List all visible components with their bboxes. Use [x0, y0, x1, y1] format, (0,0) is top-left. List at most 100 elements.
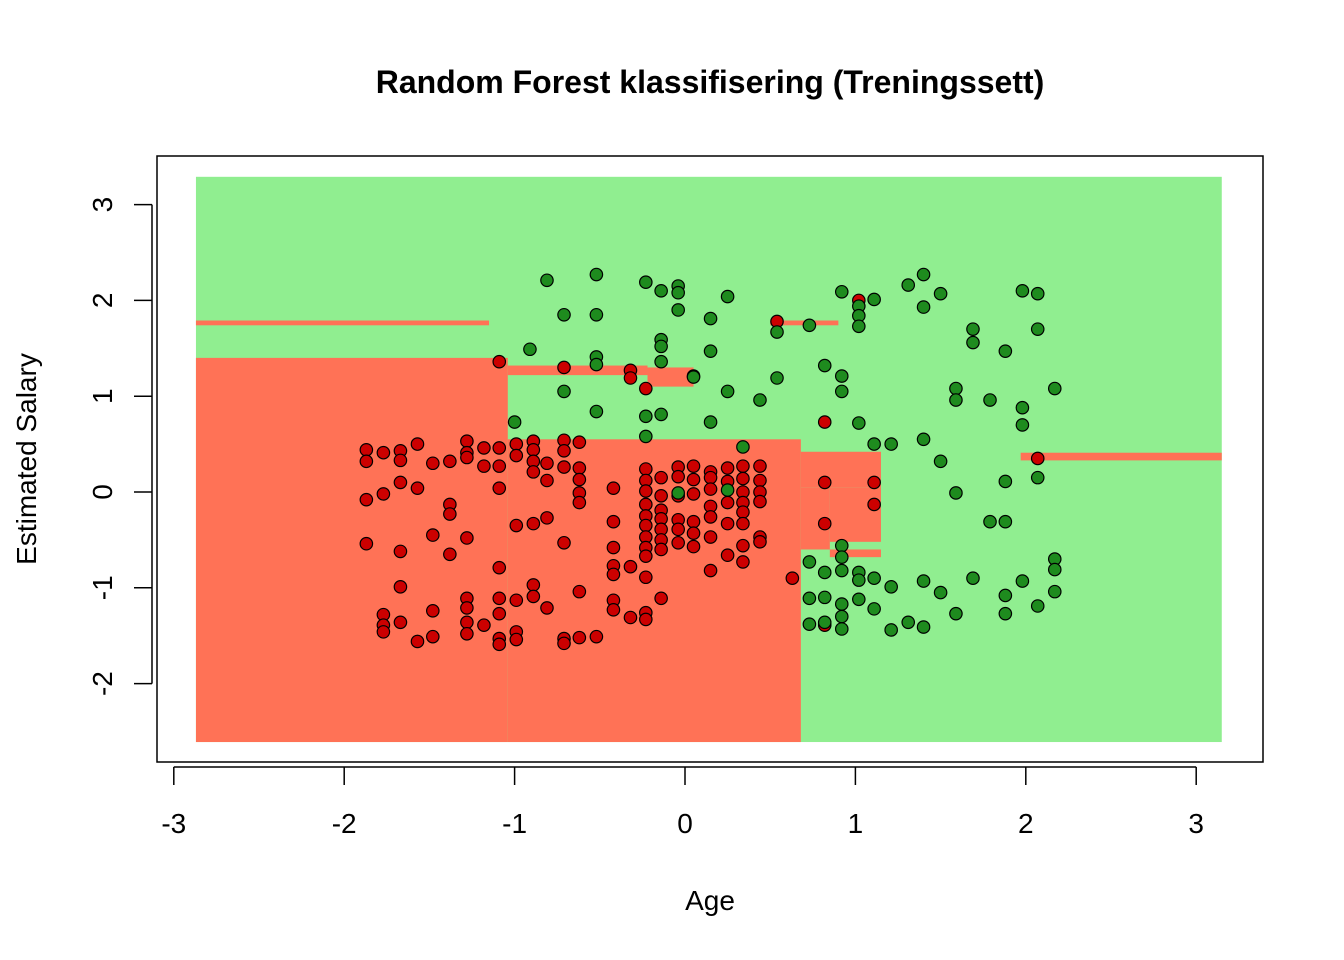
data-point-class-1 — [949, 381, 963, 396]
data-point-class-1 — [770, 371, 784, 385]
data-point-class-0 — [393, 544, 408, 559]
data-point-class-0 — [1030, 451, 1045, 466]
data-point-class-0 — [460, 626, 474, 641]
data-point-class-1 — [589, 404, 604, 419]
data-point-class-1 — [834, 597, 849, 611]
data-point-class-0 — [526, 465, 541, 479]
decision-region-class-0 — [507, 439, 801, 743]
data-point-class-0 — [753, 473, 767, 488]
data-point-class-1 — [916, 432, 931, 447]
data-point-class-0 — [686, 472, 701, 487]
data-point-class-0 — [703, 563, 718, 578]
data-point-class-1 — [639, 429, 653, 444]
data-point-class-0 — [720, 495, 735, 510]
data-point-class-1 — [966, 322, 980, 336]
decision-region-class-0 — [829, 549, 881, 558]
x-axis: -3 -2 -1 0 1 2 3 — [161, 766, 1204, 839]
data-point-class-0 — [606, 481, 621, 495]
data-point-class-0 — [703, 470, 718, 485]
data-point-class-0 — [492, 560, 507, 575]
plot-frame — [156, 155, 1264, 763]
x-tick-label: 1 — [848, 808, 864, 839]
data-point-class-0 — [393, 615, 408, 630]
data-point-class-0 — [477, 441, 491, 455]
data-point-class-0 — [572, 584, 587, 599]
data-point-class-0 — [654, 591, 668, 606]
data-point-class-0 — [376, 487, 391, 501]
data-point-class-0 — [557, 360, 571, 375]
data-point-class-1 — [720, 289, 735, 304]
data-point-class-0 — [720, 516, 735, 531]
data-point-class-0 — [393, 580, 408, 594]
x-tick-label: 2 — [1018, 808, 1034, 839]
data-point-class-0 — [557, 444, 571, 458]
data-point-class-0 — [753, 494, 767, 509]
data-point-class-0 — [703, 530, 718, 544]
data-point-class-0 — [426, 528, 440, 542]
data-point-class-0 — [359, 492, 374, 507]
data-point-class-1 — [817, 565, 832, 580]
data-point-class-0 — [443, 507, 457, 521]
data-point-class-0 — [736, 538, 750, 553]
data-point-class-0 — [410, 634, 425, 649]
y-axis-label: Estimated Salary — [11, 353, 42, 565]
data-point-class-0 — [703, 510, 718, 524]
data-point-class-0 — [492, 354, 507, 369]
decision-regions — [195, 176, 1222, 743]
data-point-class-1 — [998, 606, 1013, 621]
data-point-class-1 — [1030, 599, 1045, 613]
data-point-class-1 — [834, 609, 849, 624]
data-point-class-0 — [572, 435, 587, 449]
data-point-class-1 — [966, 335, 980, 350]
data-point-class-1 — [1015, 400, 1030, 415]
data-point-class-1 — [916, 620, 931, 634]
data-point-class-1 — [703, 344, 718, 358]
data-point-class-1 — [966, 571, 980, 586]
data-point-class-0 — [509, 632, 524, 647]
data-point-class-0 — [460, 434, 474, 449]
data-point-class-0 — [426, 603, 440, 618]
data-point-class-1 — [654, 284, 668, 298]
data-point-class-0 — [477, 618, 491, 632]
data-point-class-0 — [460, 450, 474, 465]
data-point-class-0 — [557, 636, 571, 651]
data-point-class-1 — [1047, 562, 1062, 577]
data-point-class-1 — [834, 369, 849, 383]
data-point-class-1 — [916, 574, 931, 588]
data-point-class-1 — [852, 592, 866, 607]
data-point-class-1 — [901, 278, 916, 292]
data-point-class-1 — [736, 440, 750, 454]
data-point-class-0 — [785, 571, 800, 586]
data-point-class-1 — [949, 393, 963, 407]
data-point-class-1 — [802, 318, 817, 333]
data-point-class-0 — [460, 601, 474, 615]
data-point-class-1 — [523, 342, 537, 357]
data-point-class-0 — [359, 536, 374, 551]
data-point-class-0 — [492, 481, 507, 495]
data-point-class-0 — [639, 497, 653, 512]
data-point-class-0 — [460, 615, 474, 630]
data-point-class-0 — [426, 456, 440, 471]
data-point-class-1 — [916, 300, 931, 314]
x-axis-label: Age — [685, 885, 735, 916]
data-point-class-1 — [720, 384, 735, 399]
data-point-class-0 — [492, 591, 507, 606]
training-points — [359, 267, 1062, 652]
data-point-class-1 — [654, 339, 668, 354]
data-point-class-0 — [492, 459, 507, 473]
data-point-class-0 — [492, 441, 507, 455]
data-point-class-0 — [572, 461, 587, 475]
data-point-class-1 — [852, 416, 866, 430]
data-point-class-1 — [884, 623, 898, 637]
data-point-class-0 — [572, 495, 587, 510]
x-tick-label: -2 — [332, 808, 357, 839]
data-point-class-1 — [852, 573, 866, 587]
decision-region-class-0 — [195, 320, 490, 326]
data-point-class-1 — [1015, 574, 1030, 588]
data-point-class-1 — [884, 437, 898, 451]
data-point-class-1 — [557, 307, 571, 322]
data-point-class-0 — [686, 526, 701, 540]
data-point-class-0 — [540, 473, 554, 488]
data-point-class-1 — [671, 303, 685, 317]
